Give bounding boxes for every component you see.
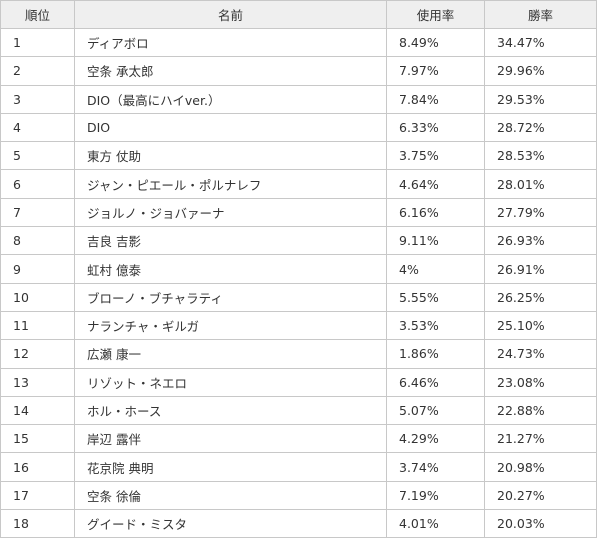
table-row: 5 東方 仗助 3.75% 28.53% [0, 141, 597, 171]
header-rank: 順位 [0, 0, 75, 29]
cell-usage-rate: 3.74% [386, 452, 485, 482]
table-row: 15 岸辺 露伴 4.29% 21.27% [0, 424, 597, 454]
cell-win-rate: 20.98% [484, 452, 597, 482]
cell-rank: 15 [0, 424, 75, 454]
cell-rank: 16 [0, 452, 75, 482]
cell-win-rate: 23.08% [484, 367, 597, 397]
cell-name: ジョルノ・ジョバァーナ [74, 197, 387, 228]
cell-win-rate: 21.27% [484, 424, 597, 454]
cell-usage-rate: 4.01% [386, 509, 485, 539]
cell-usage-rate: 1.86% [386, 339, 485, 369]
cell-rank: 2 [0, 56, 75, 86]
table-row: 2 空条 承太郎 7.97% 29.96% [0, 56, 597, 86]
cell-win-rate: 29.53% [484, 84, 597, 114]
cell-win-rate: 28.53% [484, 141, 597, 171]
cell-usage-rate: 6.46% [386, 367, 485, 397]
cell-usage-rate: 7.97% [386, 56, 485, 86]
table-row: 10 ブローノ・ブチャラティ 5.55% 26.25% [0, 282, 597, 312]
cell-win-rate: 20.27% [484, 480, 597, 511]
cell-name: DIO（最高にハイver.） [74, 84, 387, 114]
cell-win-rate: 29.96% [484, 56, 597, 86]
cell-win-rate: 34.47% [484, 27, 597, 58]
cell-name: ブローノ・ブチャラティ [74, 282, 387, 312]
cell-usage-rate: 4.29% [386, 424, 485, 454]
cell-rank: 18 [0, 509, 75, 539]
table-row: 3 DIO（最高にハイver.） 7.84% 29.53% [0, 84, 597, 114]
cell-usage-rate: 6.33% [386, 112, 485, 143]
table-row: 1 ディアボロ 8.49% 34.47% [0, 27, 597, 58]
cell-rank: 4 [0, 112, 75, 143]
cell-name: ディアボロ [74, 27, 387, 58]
cell-usage-rate: 5.55% [386, 282, 485, 312]
cell-name: 吉良 吉影 [74, 226, 387, 256]
cell-win-rate: 24.73% [484, 339, 597, 369]
cell-name: グイード・ミスタ [74, 509, 387, 539]
cell-rank: 1 [0, 27, 75, 58]
cell-win-rate: 25.10% [484, 310, 597, 341]
cell-rank: 7 [0, 197, 75, 228]
cell-rank: 14 [0, 395, 75, 426]
table-row: 18 グイード・ミスタ 4.01% 20.03% [0, 509, 597, 539]
cell-rank: 9 [0, 254, 75, 284]
header-usage-rate: 使用率 [386, 0, 485, 29]
header-win-rate: 勝率 [484, 0, 597, 29]
cell-name: 東方 仗助 [74, 141, 387, 171]
cell-win-rate: 26.25% [484, 282, 597, 312]
table-row: 17 空条 徐倫 7.19% 20.27% [0, 480, 597, 511]
cell-name: 空条 徐倫 [74, 480, 387, 511]
cell-rank: 8 [0, 226, 75, 256]
cell-name: ホル・ホース [74, 395, 387, 426]
table-row: 16 花京院 典明 3.74% 20.98% [0, 452, 597, 482]
header-row: 順位 名前 使用率 勝率 [0, 0, 597, 29]
cell-win-rate: 28.72% [484, 112, 597, 143]
cell-usage-rate: 5.07% [386, 395, 485, 426]
cell-rank: 11 [0, 310, 75, 341]
cell-name: 空条 承太郎 [74, 56, 387, 86]
table-row: 12 広瀬 康一 1.86% 24.73% [0, 339, 597, 369]
cell-win-rate: 26.91% [484, 254, 597, 284]
cell-name: 虹村 億泰 [74, 254, 387, 284]
cell-rank: 10 [0, 282, 75, 312]
cell-usage-rate: 4% [386, 254, 485, 284]
cell-usage-rate: 7.84% [386, 84, 485, 114]
cell-rank: 3 [0, 84, 75, 114]
table-row: 9 虹村 億泰 4% 26.91% [0, 254, 597, 284]
cell-usage-rate: 3.53% [386, 310, 485, 341]
cell-name: リゾット・ネエロ [74, 367, 387, 397]
cell-usage-rate: 7.19% [386, 480, 485, 511]
cell-usage-rate: 3.75% [386, 141, 485, 171]
header-name: 名前 [74, 0, 387, 29]
cell-win-rate: 20.03% [484, 509, 597, 539]
table-header: 順位 名前 使用率 勝率 [0, 0, 597, 29]
cell-name: ナランチャ・ギルガ [74, 310, 387, 341]
cell-name: 岸辺 露伴 [74, 424, 387, 454]
cell-win-rate: 27.79% [484, 197, 597, 228]
cell-usage-rate: 9.11% [386, 226, 485, 256]
table-body: 1 ディアボロ 8.49% 34.47% 2 空条 承太郎 7.97% 29.96% 3 DIO（… [0, 27, 597, 539]
cell-name: DIO [74, 112, 387, 143]
cell-usage-rate: 6.16% [386, 197, 485, 228]
cell-name: 広瀬 康一 [74, 339, 387, 369]
table-row: 6 ジャン・ピエール・ポルナレフ 4.64% 28.01% [0, 169, 597, 199]
cell-win-rate: 22.88% [484, 395, 597, 426]
cell-name: ジャン・ピエール・ポルナレフ [74, 169, 387, 199]
cell-rank: 17 [0, 480, 75, 511]
table-row: 11 ナランチャ・ギルガ 3.53% 25.10% [0, 310, 597, 341]
cell-rank: 5 [0, 141, 75, 171]
cell-rank: 12 [0, 339, 75, 369]
cell-usage-rate: 8.49% [386, 27, 485, 58]
table-row: 14 ホル・ホース 5.07% 22.88% [0, 395, 597, 426]
cell-rank: 6 [0, 169, 75, 199]
cell-usage-rate: 4.64% [386, 169, 485, 199]
cell-name: 花京院 典明 [74, 452, 387, 482]
table-row: 13 リゾット・ネエロ 6.46% 23.08% [0, 367, 597, 397]
cell-win-rate: 28.01% [484, 169, 597, 199]
cell-rank: 13 [0, 367, 75, 397]
table-row: 8 吉良 吉影 9.11% 26.93% [0, 226, 597, 256]
table-row: 7 ジョルノ・ジョバァーナ 6.16% 27.79% [0, 197, 597, 228]
table-row: 4 DIO 6.33% 28.72% [0, 112, 597, 143]
cell-win-rate: 26.93% [484, 226, 597, 256]
